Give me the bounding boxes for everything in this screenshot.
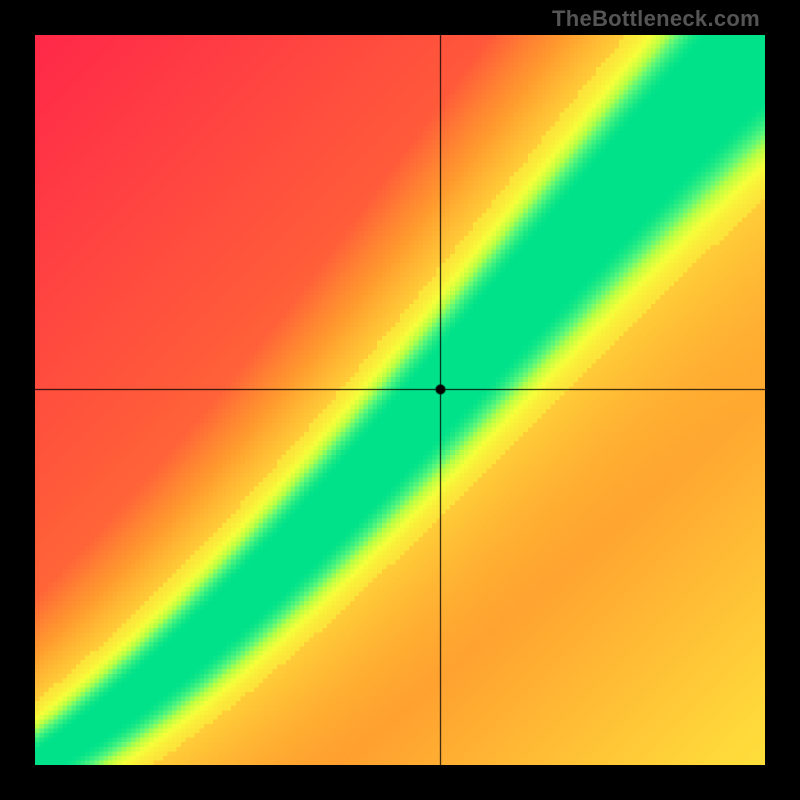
crosshair-overlay bbox=[35, 35, 765, 765]
chart-frame: TheBottleneck.com bbox=[0, 0, 800, 800]
watermark-text: TheBottleneck.com bbox=[552, 6, 760, 32]
